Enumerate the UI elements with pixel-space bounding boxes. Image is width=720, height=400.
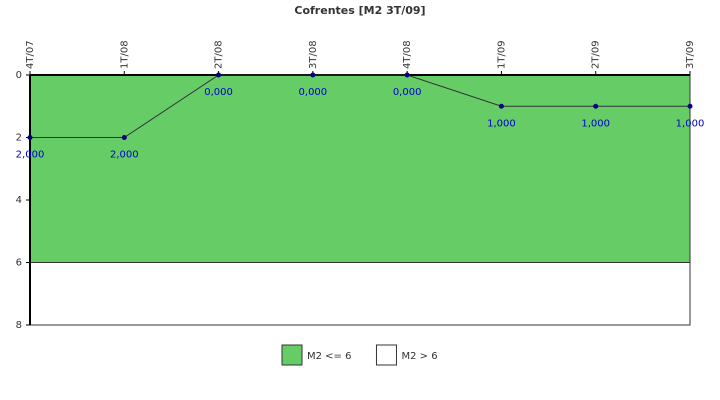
band — [29, 74, 691, 263]
x-tick-label: 3T/08 — [308, 40, 319, 69]
x-tick-label: 1T/08 — [119, 40, 130, 69]
x-tick-label: 2T/08 — [214, 40, 225, 69]
y-tick-label: 8 — [16, 320, 22, 331]
point — [121, 135, 127, 140]
point — [216, 72, 222, 78]
y-tick-label: 2 — [16, 133, 22, 144]
series-line — [30, 74, 690, 138]
point — [310, 72, 316, 78]
y-tick-label: 6 — [16, 258, 22, 269]
value-label: 1,000 — [676, 118, 705, 129]
legend-swatch — [281, 344, 303, 366]
value-label: 0,000 — [393, 87, 422, 98]
point — [593, 103, 599, 109]
y-tick-label: 4 — [16, 195, 22, 206]
value-label: 2,000 — [110, 150, 139, 161]
x-tick-label: 3T/09 — [685, 40, 696, 69]
band — [29, 262, 691, 326]
point — [404, 72, 410, 78]
chart-title: Cofrentes [M2 3T/09] — [294, 4, 425, 17]
value-label: 1,000 — [487, 118, 516, 129]
value-label: 1,000 — [581, 118, 610, 129]
legend-label: M2 > 6 — [401, 351, 437, 362]
legend-label: M2 <= 6 — [307, 351, 351, 362]
value-label: 2,000 — [16, 150, 45, 161]
value-label: 0,000 — [299, 87, 328, 98]
point — [498, 103, 504, 109]
y-tick-label: 0 — [16, 70, 22, 81]
x-tick-label: 4T/08 — [402, 40, 413, 69]
legend-swatch — [375, 344, 397, 366]
x-tick-label: 2T/09 — [591, 40, 602, 69]
point — [27, 135, 33, 140]
x-tick-label: 4T/07 — [25, 40, 36, 69]
value-label: 0,000 — [204, 87, 233, 98]
x-tick-label: 1T/09 — [496, 40, 507, 69]
point — [687, 103, 693, 109]
